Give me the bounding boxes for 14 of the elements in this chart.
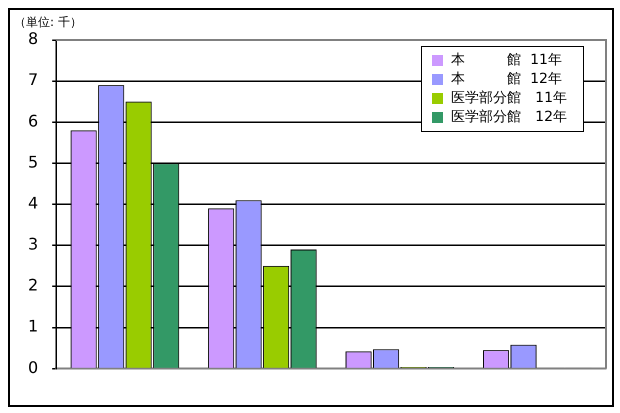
- y-tick-label: 6: [28, 111, 38, 130]
- y-tick-label: 5: [28, 152, 38, 172]
- y-tick-label: 7: [28, 70, 38, 90]
- y-tick-label: 3: [28, 234, 38, 254]
- legend-label: 本 館 12年: [451, 70, 562, 89]
- y-tick-label: 4: [28, 193, 38, 212]
- legend-label: 医学部分館 12年: [451, 108, 567, 127]
- y-tick-label: 2: [28, 276, 38, 295]
- legend-label: 本 館 11年: [451, 51, 562, 70]
- text: （単位: 千）: [14, 14, 82, 31]
- legend-label: 医学部分館 11年: [451, 89, 567, 108]
- y-tick-label: 0: [28, 358, 38, 377]
- y-tick-label: 8: [28, 29, 38, 48]
- y-tick-label: 1: [28, 316, 38, 336]
